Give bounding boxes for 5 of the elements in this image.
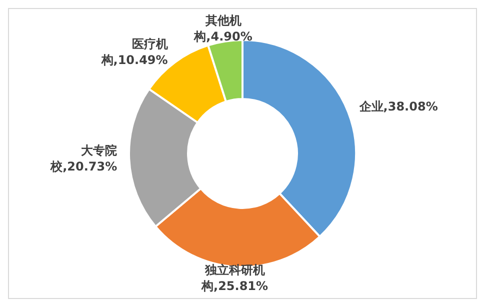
slice-label: 企业,38.08%: [358, 100, 438, 114]
slice-label: 其他机构,4.90%: [193, 14, 252, 44]
slice-label: 独立科研机构,25.81%: [200, 262, 268, 293]
slice-label: 大专院校,20.73%: [50, 144, 118, 174]
slice-label: 医疗机构,10.49%: [100, 36, 168, 67]
